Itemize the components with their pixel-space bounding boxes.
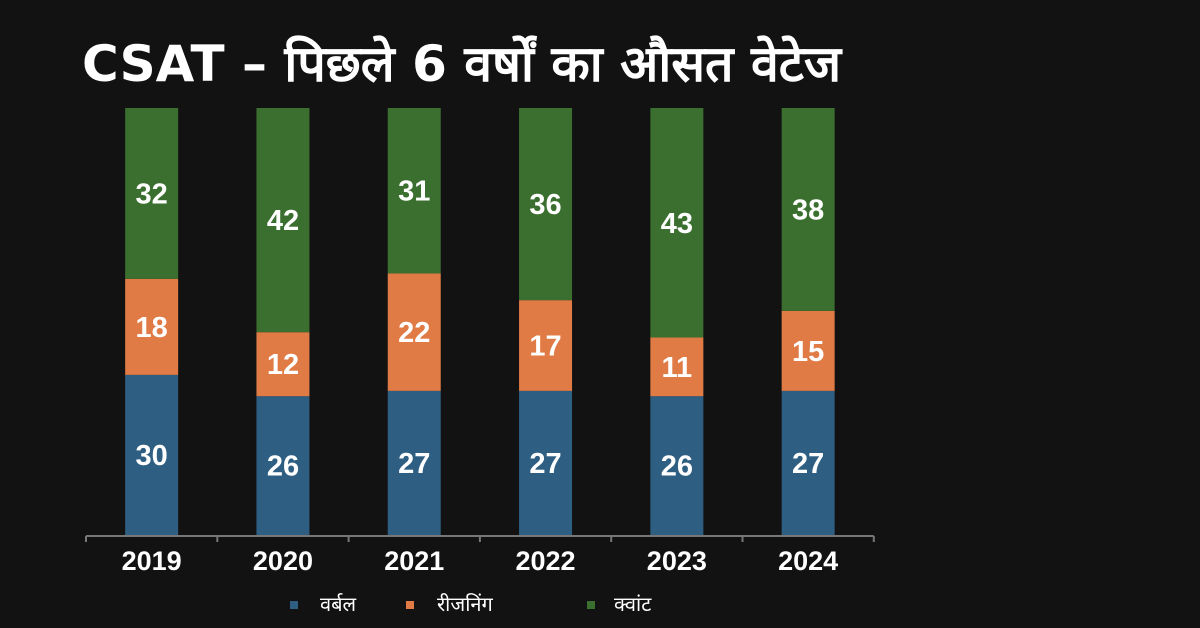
bar-segment xyxy=(125,278,179,375)
bar-segment xyxy=(125,374,179,535)
x-tick-label: 2021 xyxy=(384,546,444,576)
bar-segment xyxy=(781,108,835,311)
data-label: 38 xyxy=(792,194,824,226)
bar-segment xyxy=(519,300,573,391)
data-label: 26 xyxy=(661,451,693,483)
bar-segment xyxy=(519,108,573,301)
x-tick-label: 2020 xyxy=(253,546,313,576)
chart-title: CSAT – पिछले 6 वर्षों का औसत वेटेज xyxy=(82,35,842,93)
data-label: 30 xyxy=(136,440,168,472)
data-label: 18 xyxy=(136,312,168,344)
data-label: 42 xyxy=(267,205,299,237)
legend-swatch xyxy=(290,601,298,609)
legend-label: रीजनिंग xyxy=(437,592,493,616)
bar-segment xyxy=(519,390,573,535)
bar-segment xyxy=(650,396,704,535)
legend-label: वर्बल xyxy=(320,592,357,616)
bar-segment xyxy=(781,310,835,391)
data-label: 27 xyxy=(792,448,824,480)
legend-swatch xyxy=(587,601,595,609)
data-label: 36 xyxy=(529,189,561,221)
x-tick-label: 2022 xyxy=(516,546,576,576)
data-label: 31 xyxy=(398,176,430,208)
data-label: 27 xyxy=(398,448,430,480)
bar-segment xyxy=(125,108,179,279)
bar-segment xyxy=(387,108,441,274)
bar-segment xyxy=(781,390,835,535)
data-label: 17 xyxy=(529,331,561,363)
data-label: 11 xyxy=(662,352,693,384)
bar-segment xyxy=(387,390,441,535)
data-label: 22 xyxy=(398,317,430,349)
data-label: 15 xyxy=(792,336,824,368)
bar-segment xyxy=(387,273,441,391)
data-label: 12 xyxy=(267,349,299,381)
x-tick-label: 2024 xyxy=(778,546,838,576)
x-tick-label: 2019 xyxy=(122,546,182,576)
legend-label: क्वांट xyxy=(614,592,652,616)
bar-segment xyxy=(256,108,310,333)
data-label: 32 xyxy=(136,178,168,210)
bar-segment xyxy=(650,337,704,397)
legend-swatch xyxy=(406,601,414,609)
bar-segment xyxy=(650,108,704,338)
data-label: 27 xyxy=(529,448,561,480)
bar-segment xyxy=(256,396,310,535)
data-label: 43 xyxy=(661,208,693,240)
x-tick-label: 2023 xyxy=(647,546,707,576)
data-label: 26 xyxy=(267,451,299,483)
bar-segment xyxy=(256,332,310,397)
